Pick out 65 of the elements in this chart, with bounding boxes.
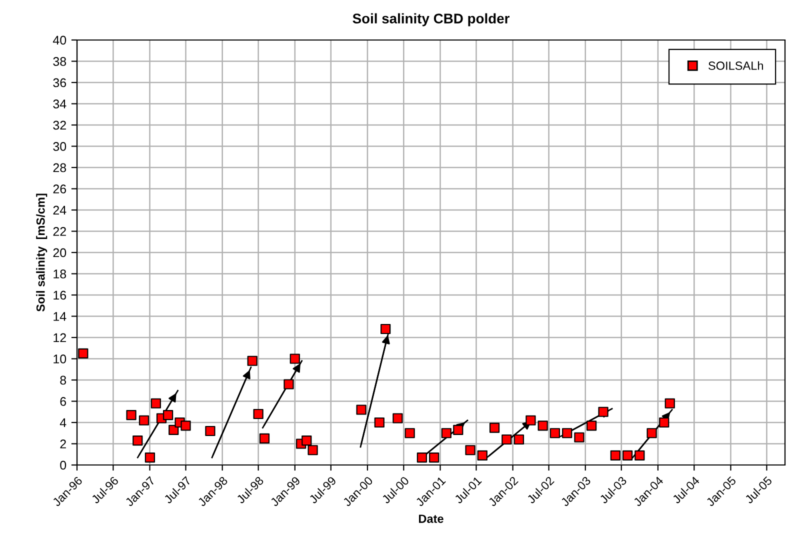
point: [416, 452, 428, 463]
y-tick-label: 6: [60, 397, 66, 406]
point: [574, 432, 584, 442]
point: [598, 406, 608, 417]
point: [284, 379, 294, 390]
x-axis-title: Date: [418, 514, 444, 523]
y-tick-label: 34: [53, 100, 66, 108]
y-tick-label: 16: [54, 290, 66, 300]
y-tick-label: 24: [53, 206, 66, 215]
y-tick-label: 8: [60, 376, 66, 385]
y-tick-label: 22: [53, 227, 66, 236]
y-tick-label: 4: [60, 418, 66, 428]
point: [477, 450, 488, 460]
y-tick-label: 30: [53, 142, 66, 151]
point: [308, 445, 318, 456]
point: [610, 450, 620, 460]
point: [253, 408, 264, 420]
point: [78, 348, 88, 358]
point: [374, 417, 384, 428]
point: [392, 413, 403, 424]
point: [150, 398, 161, 408]
point: [205, 426, 216, 436]
point: [526, 415, 536, 426]
point: [247, 356, 258, 366]
legend-label: SOILSALh: [708, 61, 763, 70]
point: [514, 434, 524, 445]
point: [132, 436, 143, 446]
point: [664, 398, 675, 408]
point: [429, 452, 440, 463]
point: [126, 410, 136, 420]
chart-title: Soil salinity CBD polder: [352, 13, 510, 26]
point: [634, 450, 645, 460]
point: [538, 420, 548, 431]
point: [453, 424, 464, 435]
point: [465, 445, 476, 456]
y-tick-label: 2: [60, 440, 66, 448]
y-tick-label: 26: [53, 184, 66, 194]
y-tick-label: 40: [52, 36, 66, 45]
y-tick-label: 14: [54, 312, 66, 321]
y-tick-label: 20: [53, 248, 66, 258]
point: [290, 354, 300, 364]
point: [550, 428, 560, 438]
point: [180, 420, 191, 431]
y-tick-label: 12: [54, 333, 66, 342]
y-tick-label: 18: [54, 270, 66, 278]
point: [356, 404, 366, 415]
y-tick-label: 28: [53, 163, 66, 172]
y-tick-label: 10: [54, 354, 66, 364]
point: [489, 422, 500, 433]
point: [622, 450, 633, 460]
point: [163, 410, 174, 420]
point: [562, 428, 572, 438]
y-tick-label: 36: [53, 78, 66, 88]
point: [646, 428, 657, 438]
y-tick-label: 38: [53, 57, 66, 66]
y-axis-title: Soil salinity [mS/cm]: [36, 194, 48, 312]
y-tick-label: 32: [53, 120, 66, 130]
point: [659, 417, 670, 428]
point: [380, 324, 391, 334]
y-tick-label: 0: [60, 460, 66, 470]
point: [302, 436, 312, 446]
point: [259, 433, 270, 444]
point: [404, 428, 415, 438]
point: [138, 415, 150, 426]
point: [144, 452, 156, 463]
